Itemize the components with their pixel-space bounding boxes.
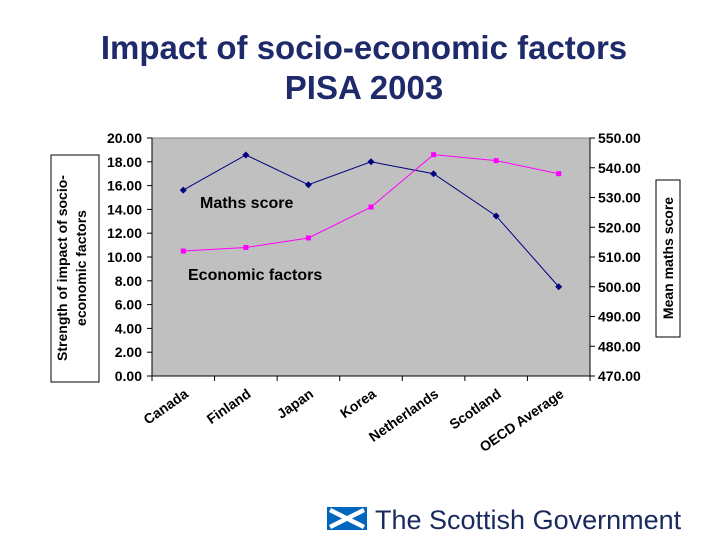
data-point — [431, 152, 437, 158]
left-axis-label-box: Strength of impact of socio- economic fa… — [50, 154, 100, 383]
data-point — [493, 158, 499, 164]
data-point — [304, 181, 312, 189]
right-tick-label: 530.00 — [598, 190, 641, 206]
plot-area — [151, 137, 591, 377]
data-point — [555, 283, 563, 291]
x-tick-label: Korea — [337, 385, 379, 421]
data-point — [179, 186, 187, 194]
left-tick-label: 8.00 — [115, 273, 142, 289]
left-tick-label: 10.00 — [107, 249, 142, 265]
right-tick-label: 520.00 — [598, 219, 641, 235]
series-label: Economic factors — [188, 267, 322, 284]
data-point — [243, 244, 249, 250]
saltire-flag-icon — [327, 507, 367, 530]
series-label: Maths score — [200, 195, 293, 212]
right-tick-label: 550.00 — [598, 130, 641, 146]
left-tick-label: 20.00 — [107, 130, 142, 146]
right-axis-label-box: Mean maths score — [655, 179, 681, 338]
data-point — [180, 248, 186, 254]
x-tick-label: Finland — [204, 385, 254, 427]
data-point — [368, 204, 374, 210]
right-tick-label: 540.00 — [598, 160, 641, 176]
scottish-government-logo: The Scottish Government — [327, 505, 682, 535]
right-tick-label: 490.00 — [598, 309, 641, 325]
data-point — [492, 212, 500, 220]
x-tick-label: Netherlands — [366, 385, 442, 445]
left-tick-label: 0.00 — [115, 368, 142, 384]
left-y-axis: 0.00 2.00 4.00 6.00 8.00 10.00 12.00 14.00 16.00… — [107, 130, 153, 384]
data-point — [430, 170, 438, 178]
left-tick-label: 4.00 — [115, 320, 142, 336]
chart-title: Impact of socio-economic factors PISA 20… — [0, 28, 728, 108]
left-tick-label: 18.00 — [107, 154, 142, 170]
left-tick-label: 12.00 — [107, 225, 142, 241]
x-tick-label: Japan — [274, 385, 316, 421]
right-tick-label: 500.00 — [598, 279, 641, 295]
left-tick-label: 6.00 — [115, 297, 142, 313]
title-line-1: Impact of socio-economic factors — [100, 29, 628, 66]
series-layer — [179, 151, 563, 291]
data-point — [305, 235, 311, 241]
left-tick-label: 14.00 — [107, 201, 142, 217]
data-point — [242, 151, 250, 159]
right-y-axis: 470.00 480.00 490.00 500.00 510.00 520.00 530.… — [589, 130, 641, 384]
line-chart: 0.00 2.00 4.00 6.00 8.00 10.00 12.00 14.00 16.00… — [50, 130, 681, 455]
right-tick-label: 480.00 — [598, 338, 641, 354]
data-point — [556, 171, 562, 177]
right-tick-label: 510.00 — [598, 249, 641, 265]
left-tick-label: 2.00 — [115, 344, 142, 360]
x-tick-label: Canada — [140, 385, 191, 427]
right-axis-label: Mean maths score — [660, 197, 676, 319]
right-tick-label: 470.00 — [598, 368, 641, 384]
data-point — [367, 158, 375, 166]
x-tick-label: Scotland — [446, 385, 504, 432]
logo-text: The Scottish Government — [375, 505, 682, 535]
series-labels: Maths score Economic factors — [188, 195, 322, 284]
title-line-2: PISA 2003 — [284, 69, 444, 106]
left-tick-label: 16.00 — [107, 178, 142, 194]
left-axis-label-line-2: economic factors — [73, 210, 89, 326]
left-axis-label-line-1: Strength of impact of socio- — [54, 175, 70, 361]
